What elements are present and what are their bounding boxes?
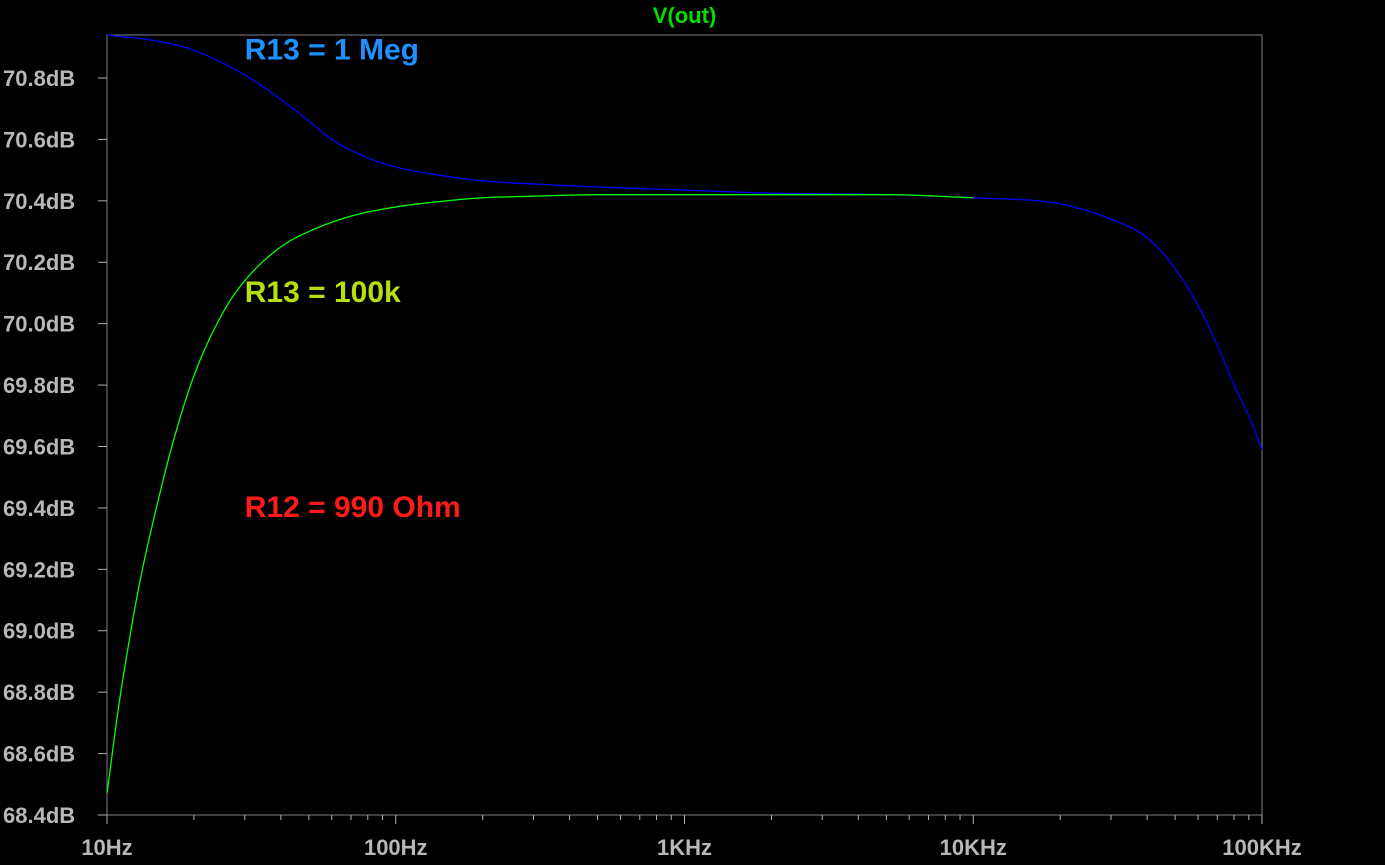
- series-layer: [106, 34, 1263, 794]
- annotation-label: R13 = 1 Meg: [245, 34, 419, 67]
- series-line-2: [106, 194, 974, 794]
- y-tick-label: 70.4dB: [3, 189, 75, 214]
- y-tick-label: 68.6dB: [3, 742, 75, 767]
- y-tick-label: 68.4dB: [3, 803, 75, 828]
- plot-frame: [106, 34, 1263, 816]
- chart-title: V(out): [653, 3, 717, 28]
- annotation-label: R12 = 990 Ohm: [245, 491, 461, 524]
- x-axis: 10Hz 100Hz 1KHz 10KHz 100KHz: [81, 815, 1302, 860]
- y-tick-label: 68.8dB: [3, 680, 75, 705]
- y-tick-label: 70.6dB: [3, 127, 75, 152]
- x-tick-label: 1KHz: [657, 835, 712, 860]
- x-tick-label: 100KHz: [1222, 835, 1301, 860]
- series-line-1: [106, 34, 1263, 450]
- y-tick-label: 69.2dB: [3, 557, 75, 582]
- x-tick-label: 10KHz: [940, 835, 1007, 860]
- x-tick-label: 100Hz: [364, 835, 428, 860]
- y-axis: 68.4dB 68.6dB 68.8dB 69.0dB 69.2dB 69.4dB 69.6…: [3, 66, 107, 828]
- x-tick-label: 10Hz: [81, 835, 132, 860]
- y-tick-label: 69.6dB: [3, 434, 75, 459]
- y-tick-label: 70.8dB: [3, 66, 75, 91]
- y-tick-label: 70.0dB: [3, 312, 75, 337]
- annotation-label: R13 = 100k: [245, 276, 401, 309]
- y-tick-label: 70.2dB: [3, 250, 75, 275]
- y-tick-label: 69.4dB: [3, 496, 75, 521]
- y-tick-label: 69.0dB: [3, 619, 75, 644]
- annotation-layer: R13 = 1 Meg R13 = 100k R12 = 990 Ohm: [245, 34, 461, 525]
- y-tick-label: 69.8dB: [3, 373, 75, 398]
